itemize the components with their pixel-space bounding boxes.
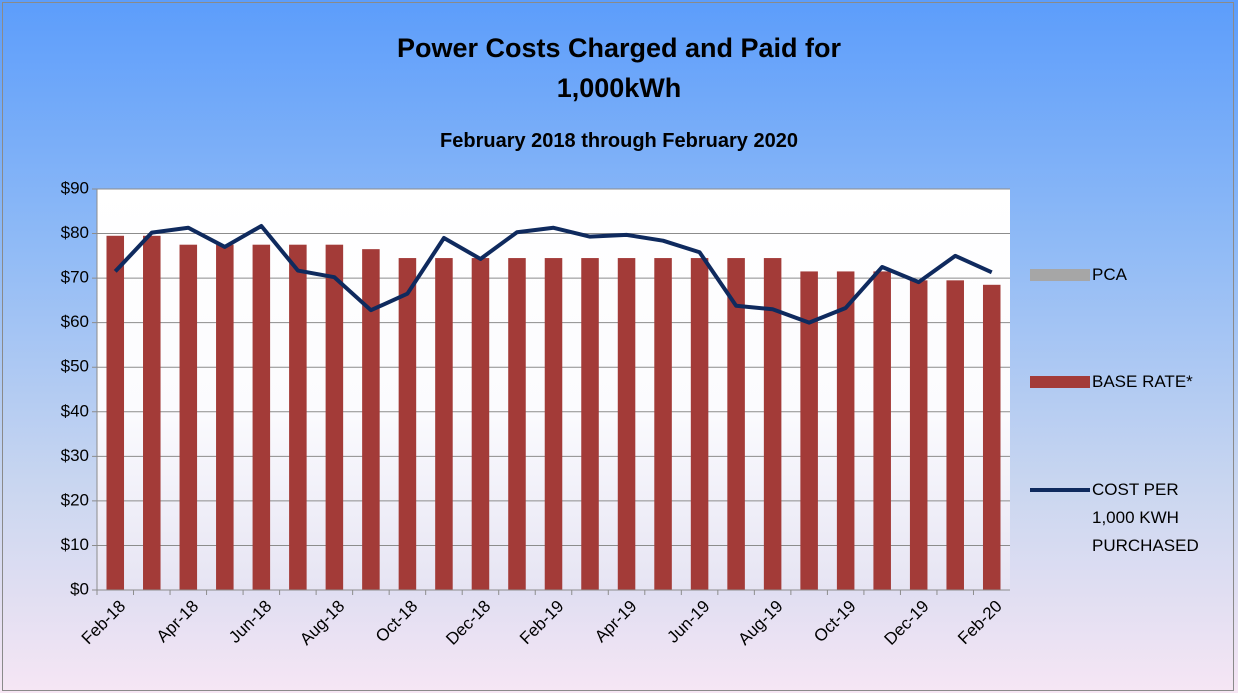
x-tick-label: Feb-18 [78, 597, 130, 649]
bar [946, 280, 964, 590]
x-tick-label: Feb-19 [516, 597, 568, 649]
x-tick-label: Apr-19 [591, 597, 641, 647]
x-tick-label: Jun-18 [225, 597, 275, 647]
y-tick-label: $40 [61, 401, 89, 420]
bar [106, 235, 125, 591]
legend-swatch [1030, 376, 1090, 388]
bar [982, 284, 1001, 590]
y-tick-label: $50 [61, 357, 89, 376]
bar [873, 271, 891, 590]
x-tick-label: Dec-18 [442, 597, 494, 649]
bar [727, 258, 745, 590]
bar [508, 258, 526, 590]
bar [289, 244, 307, 590]
bar [143, 235, 161, 591]
bar [654, 258, 672, 590]
bar [763, 258, 782, 590]
chart-title: Power Costs Charged and Paid for 1,000kW… [396, 33, 842, 103]
bar [398, 258, 417, 590]
legend-swatch [1030, 269, 1090, 281]
y-tick-label: $10 [61, 535, 89, 554]
bar [800, 271, 818, 590]
bar [216, 244, 234, 590]
y-tick-label: $0 [70, 579, 89, 598]
bar [690, 258, 709, 590]
bar [179, 244, 198, 590]
y-tick-label: $70 [61, 268, 89, 287]
chart-title-box: Power Costs Charged and Paid for 1,000kW… [0, 28, 1238, 108]
bar [909, 280, 928, 590]
x-tick-label: Feb-20 [954, 597, 1006, 649]
bar [252, 244, 271, 590]
x-tick-label: Apr-18 [153, 597, 203, 647]
y-tick-label: $80 [61, 223, 89, 242]
x-tick-label: Aug-19 [734, 597, 786, 649]
x-tick-label: Oct-18 [372, 597, 422, 647]
bar [581, 258, 599, 590]
legend-label: BASE RATE* [1092, 372, 1193, 391]
x-tick-label: Oct-19 [810, 597, 860, 647]
x-tick-label: Dec-19 [881, 597, 933, 649]
bar [362, 249, 380, 590]
legend-label: COST PER 1,000 KWH PURCHASED [1092, 480, 1199, 555]
bar [471, 258, 490, 590]
line [113, 223, 993, 325]
y-tick-label: $30 [61, 446, 89, 465]
bar [617, 258, 636, 590]
bar [836, 271, 855, 590]
x-tick-label: Aug-18 [296, 597, 348, 649]
bar [325, 244, 344, 590]
y-tick-label: $20 [61, 490, 89, 509]
legend-label: PCA [1092, 265, 1127, 284]
bar [435, 258, 453, 590]
x-tick-label: Jun-19 [663, 597, 713, 647]
y-tick-label: $90 [61, 178, 89, 197]
chart-subtitle: February 2018 through February 2020 [440, 130, 798, 152]
bar [544, 258, 563, 590]
y-tick-label: $60 [61, 312, 89, 331]
